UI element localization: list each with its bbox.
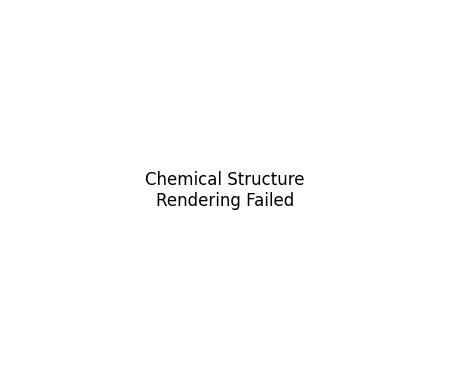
Text: Chemical Structure
Rendering Failed: Chemical Structure Rendering Failed bbox=[145, 171, 305, 210]
